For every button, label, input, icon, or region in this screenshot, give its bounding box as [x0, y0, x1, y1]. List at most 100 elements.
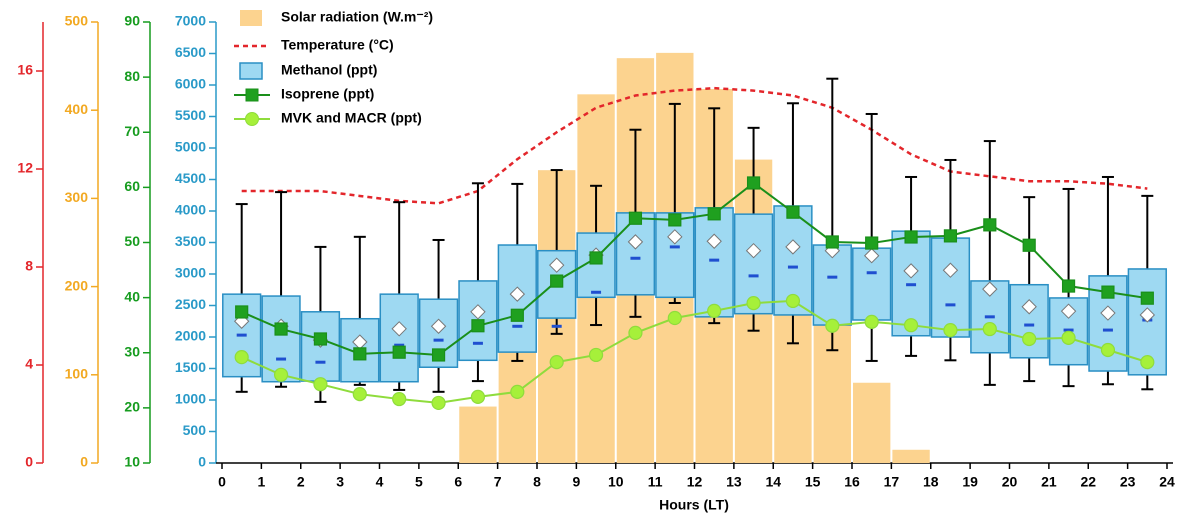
y-tick-label: 4 — [25, 356, 33, 372]
point — [431, 348, 446, 362]
point — [982, 321, 997, 337]
legend-swatch — [239, 62, 263, 80]
x-tick-label: 16 — [844, 474, 860, 490]
x-tick-label: 18 — [923, 474, 939, 490]
mean — [509, 286, 526, 302]
point — [746, 176, 761, 190]
y-tick-label: 6000 — [175, 76, 206, 92]
y-tick-label: 1500 — [175, 359, 206, 375]
point — [904, 230, 918, 244]
point — [983, 218, 997, 232]
mean — [706, 233, 722, 249]
point — [273, 367, 289, 382]
x-tick-label: 9 — [572, 474, 580, 490]
y-tick-label: 500 — [183, 422, 207, 438]
mean — [1021, 299, 1037, 315]
point — [1061, 330, 1076, 345]
y-tick-label: 0 — [25, 454, 33, 470]
point — [1022, 331, 1037, 347]
y-tick-label: 80 — [124, 68, 140, 84]
point — [628, 325, 643, 341]
y-tick-label: 40 — [124, 288, 140, 304]
y-tick-label: 5000 — [175, 139, 206, 155]
y-tick-label: 500 — [65, 13, 89, 29]
y-tick-label: 70 — [124, 123, 140, 139]
point — [392, 345, 406, 359]
x-tick-label: 8 — [533, 474, 541, 490]
point — [628, 211, 643, 225]
mean — [1060, 303, 1077, 319]
mean — [548, 257, 565, 273]
bar — [853, 382, 891, 463]
box — [694, 207, 734, 318]
y-tick-label: 5500 — [175, 107, 206, 123]
point — [471, 319, 485, 333]
bar — [459, 406, 497, 463]
point — [1140, 355, 1155, 370]
y-tick-label: 3000 — [175, 265, 206, 281]
y-tick-label: 16 — [17, 62, 33, 78]
point — [431, 395, 446, 411]
x-tick-label: 11 — [648, 474, 663, 490]
y-tick-label: 2000 — [175, 328, 206, 344]
y-tick-label: 1000 — [175, 391, 206, 407]
x-tick-label: 3 — [336, 474, 344, 490]
mean — [1139, 307, 1156, 323]
point — [943, 323, 958, 338]
y-tick-label: 90 — [124, 13, 140, 29]
y-tick-label: 50 — [124, 233, 140, 249]
point — [235, 305, 249, 319]
point — [1140, 291, 1154, 305]
point — [1022, 238, 1036, 252]
y-tick-label: 2500 — [175, 296, 206, 312]
point — [589, 251, 603, 265]
point — [864, 314, 879, 329]
y-tick-label: 0 — [198, 454, 206, 470]
y-tick-label: 4000 — [175, 202, 206, 218]
x-tick-label: 12 — [687, 474, 703, 490]
point — [1100, 342, 1116, 358]
point — [746, 296, 761, 311]
mean — [863, 248, 880, 264]
point — [707, 207, 721, 221]
point — [865, 236, 879, 250]
point — [353, 347, 367, 361]
point — [588, 347, 604, 363]
point — [1101, 285, 1115, 299]
point — [786, 205, 800, 219]
point — [470, 389, 486, 404]
legend-swatch — [240, 10, 262, 26]
mean — [627, 234, 644, 250]
y-tick-label: 8 — [25, 258, 33, 274]
x-tick-label: 4 — [376, 474, 384, 490]
mean — [745, 242, 762, 259]
x-axis-title: Hours (LT) — [659, 497, 729, 513]
y-tick-label: 100 — [65, 366, 89, 382]
x-tick-label: 10 — [608, 474, 624, 490]
legend-marker — [245, 112, 259, 126]
mean — [1100, 305, 1116, 321]
y-tick-label: 400 — [65, 101, 89, 117]
x-tick-label: 7 — [494, 474, 502, 490]
point — [510, 308, 524, 322]
y-tick-label: 300 — [65, 189, 89, 205]
point — [668, 213, 682, 227]
mean — [430, 318, 447, 334]
box — [379, 293, 419, 383]
x-tick-label: 14 — [765, 474, 781, 490]
point — [352, 386, 367, 402]
box — [615, 212, 656, 296]
x-tick-label: 6 — [454, 474, 462, 490]
point — [785, 293, 801, 309]
point — [667, 310, 682, 326]
point — [510, 384, 525, 399]
point — [392, 391, 407, 407]
y-tick-label: 20 — [124, 399, 140, 415]
mean — [667, 229, 683, 245]
point — [313, 377, 328, 392]
x-tick-label: 22 — [1080, 474, 1096, 490]
y-tick-label: 6500 — [175, 44, 206, 60]
y-tick-label: 200 — [65, 277, 89, 293]
series-line — [241, 86, 1148, 205]
